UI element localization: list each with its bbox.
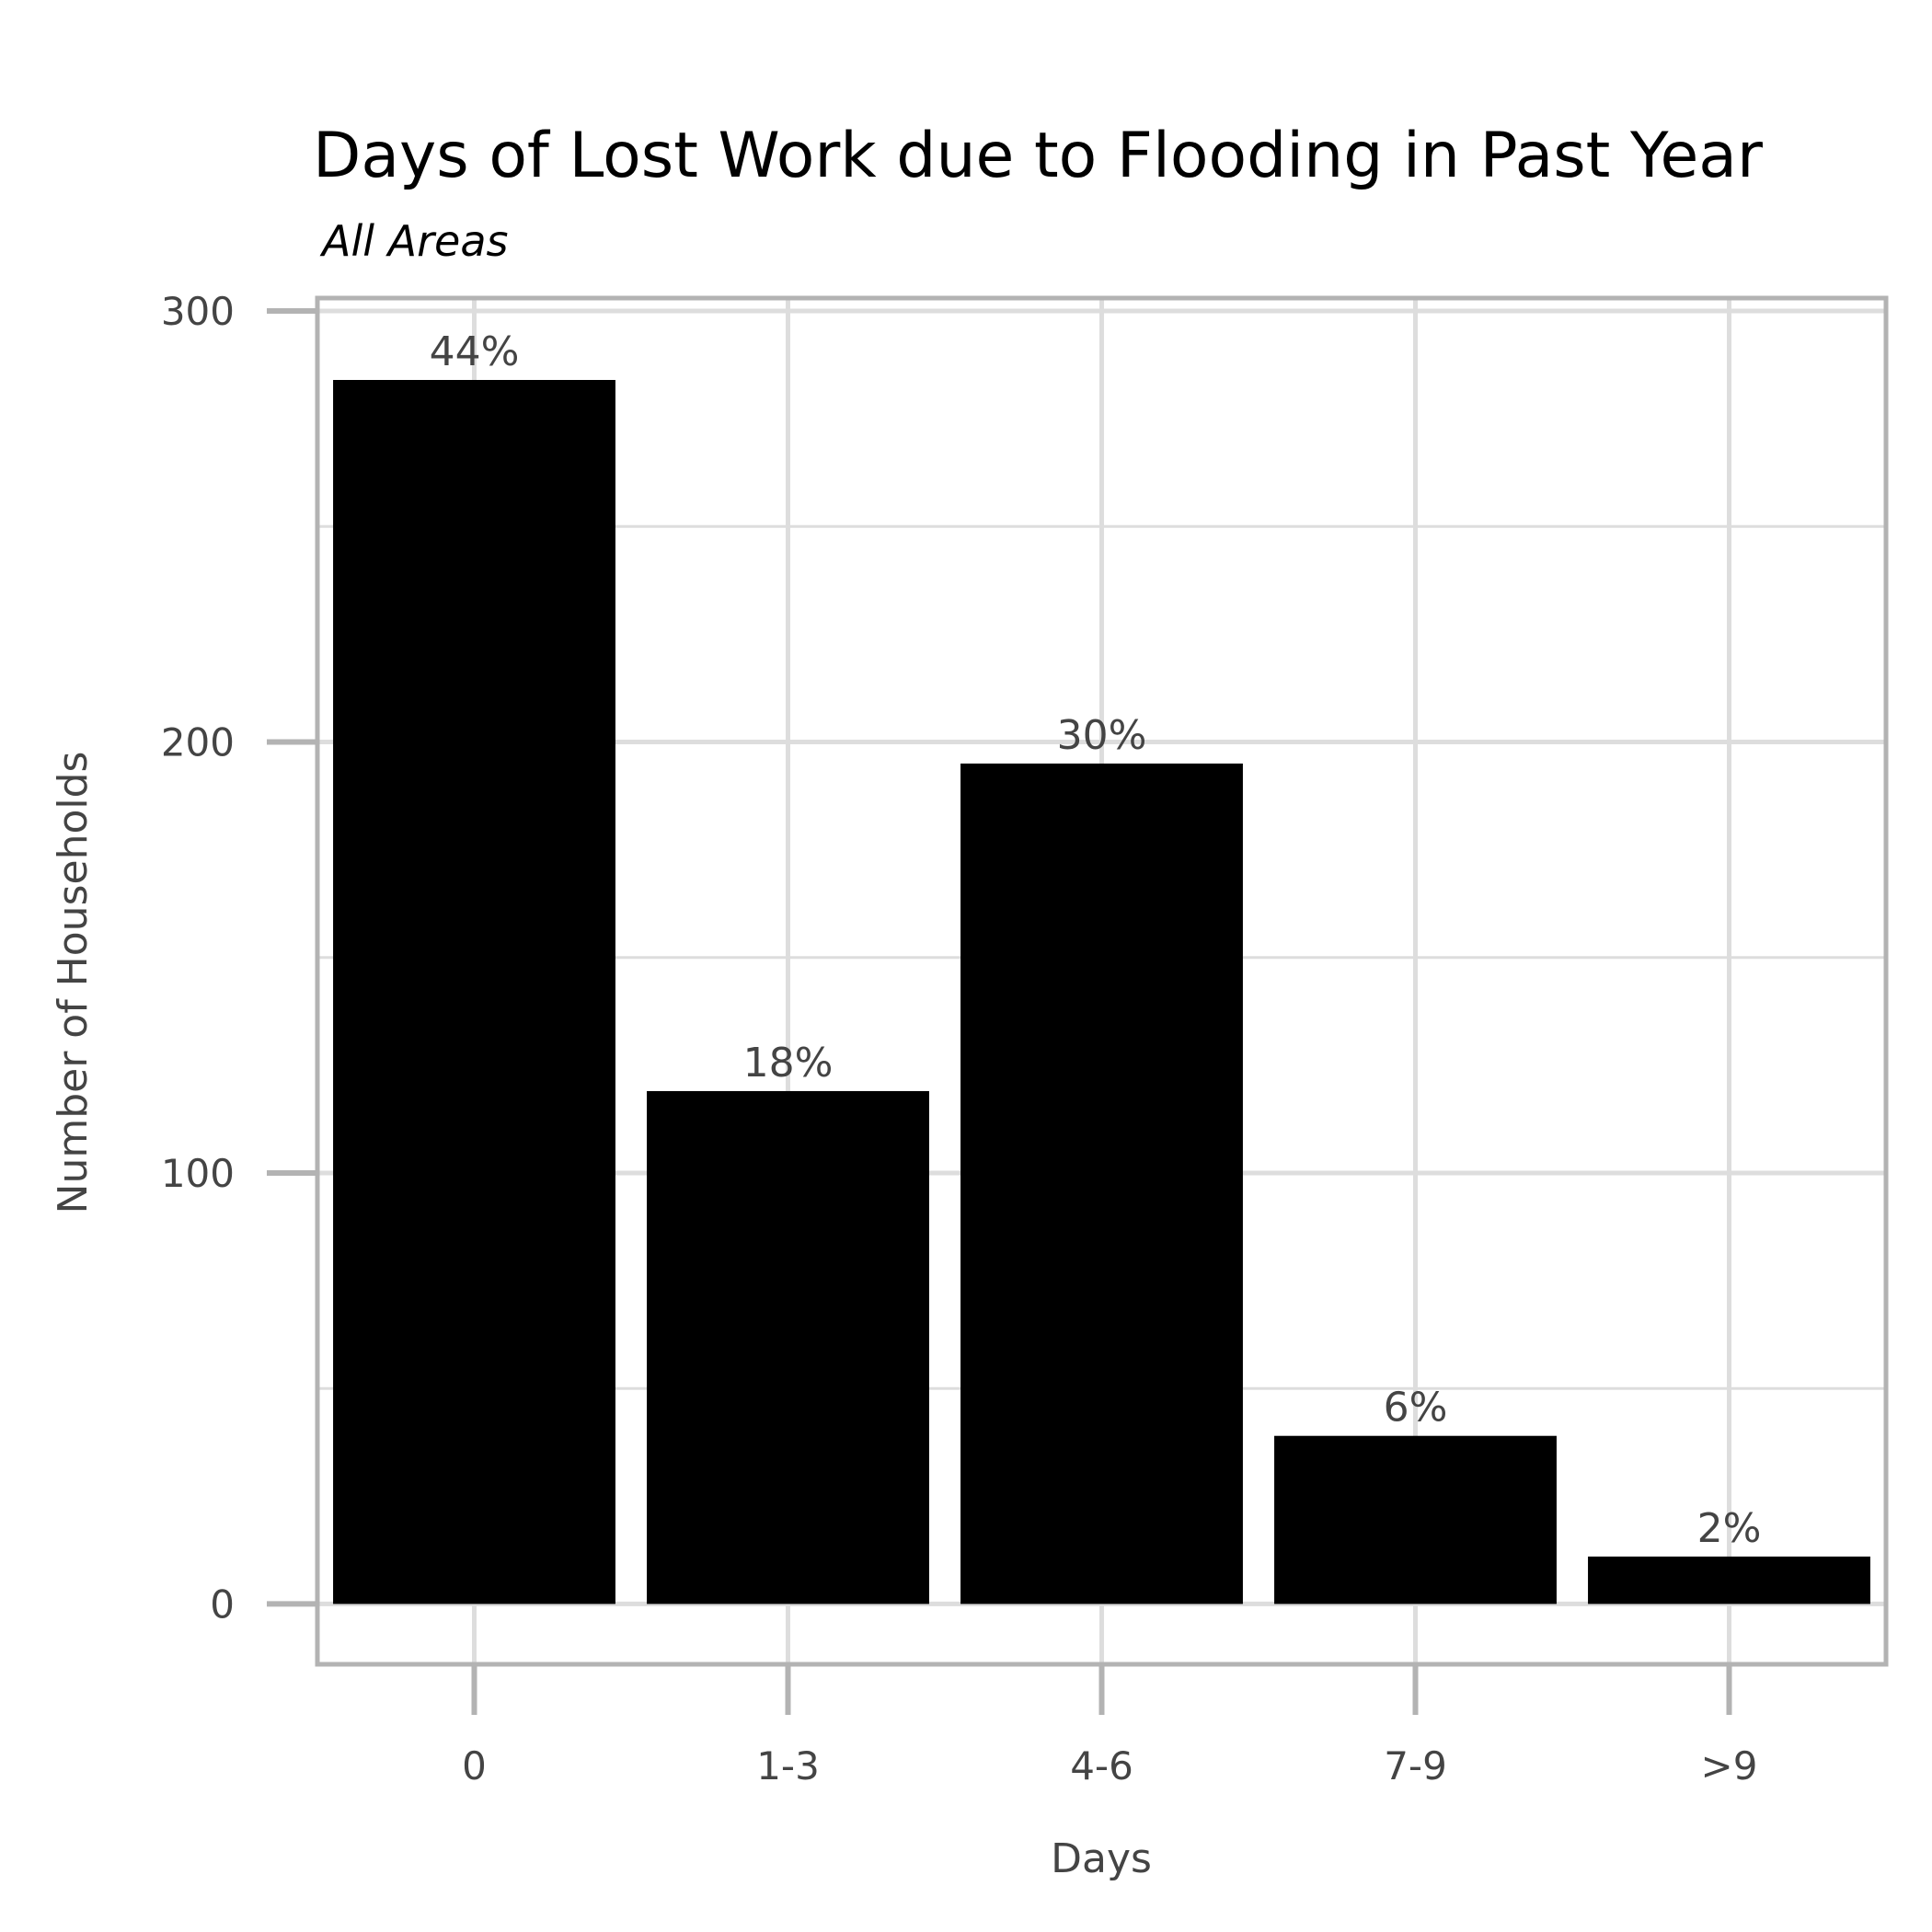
- bar: [1588, 1556, 1870, 1604]
- x-axis-title: Days: [1051, 1835, 1152, 1882]
- bar-data-label: 30%: [1057, 712, 1147, 759]
- bar-data-label: 6%: [1384, 1385, 1448, 1432]
- x-tick-label: 0: [462, 1743, 487, 1788]
- bar-labels: 44% 18% 30% 6% 2%: [430, 328, 1762, 1552]
- y-axis-ticks: 0 100 200 300: [161, 289, 317, 1627]
- chart-subtitle: All Areas: [319, 216, 509, 266]
- y-tick-label: 300: [161, 289, 235, 334]
- bar-data-label: 18%: [743, 1040, 834, 1087]
- x-tick-label: 4-6: [1070, 1743, 1133, 1788]
- bar: [960, 763, 1243, 1604]
- x-axis-ticks: 0 1-3 4-6 7-9 >9: [462, 1664, 1757, 1788]
- y-tick-label: 0: [210, 1581, 235, 1627]
- y-tick-label: 200: [161, 720, 235, 765]
- x-tick-label: 1-3: [756, 1743, 820, 1788]
- x-tick-label: 7-9: [1384, 1743, 1447, 1788]
- bars: [333, 380, 1870, 1604]
- y-axis-title: Number of Households: [50, 752, 97, 1214]
- bar: [647, 1090, 929, 1604]
- bar-data-label: 2%: [1697, 1505, 1762, 1552]
- bar-data-label: 44%: [430, 328, 520, 375]
- bar: [333, 380, 615, 1604]
- x-tick-label: >9: [1701, 1743, 1758, 1788]
- chart-title: Days of Lost Work due to Flooding in Pas…: [313, 120, 1763, 192]
- bar: [1274, 1435, 1557, 1604]
- y-tick-label: 100: [161, 1151, 235, 1196]
